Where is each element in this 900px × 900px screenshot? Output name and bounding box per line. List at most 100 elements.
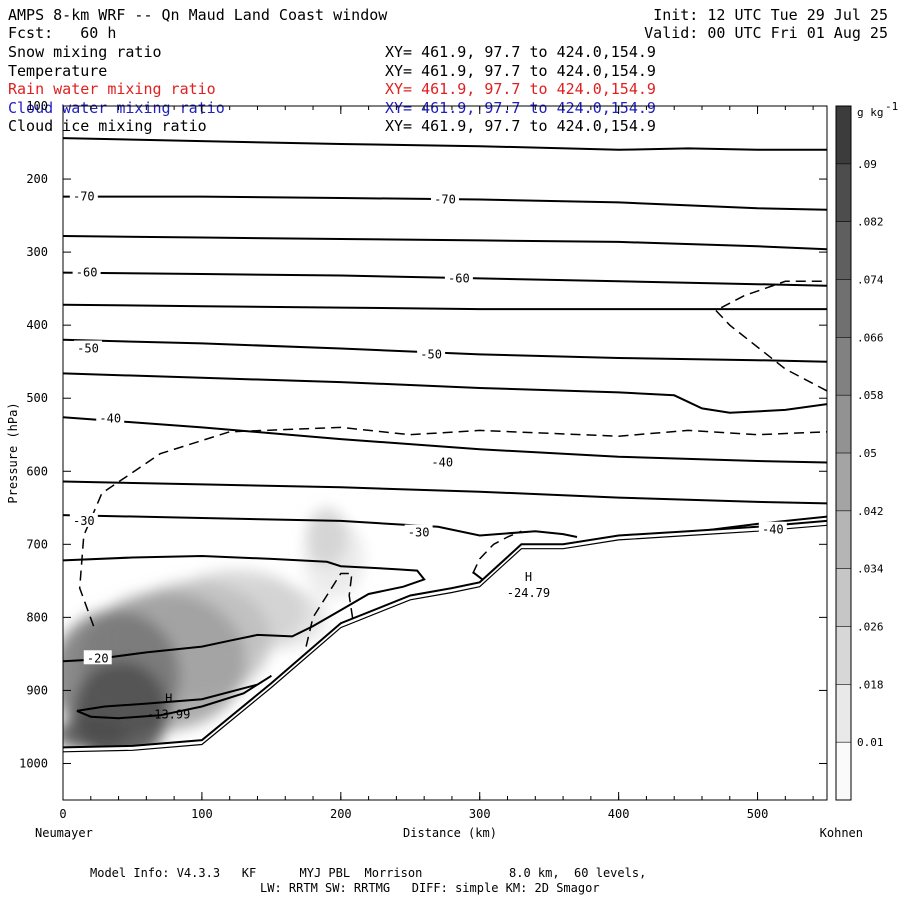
cloud-ice-contours <box>78 280 827 647</box>
isotherm-line <box>63 480 827 505</box>
field-xy-range: XY= 461.9, 97.7 to 424.0,154.9 <box>385 43 656 61</box>
contour-label: -40 <box>762 523 784 537</box>
extremum-symbol: H <box>525 570 532 584</box>
colorbar-band <box>836 684 851 743</box>
contour-label: -40 <box>431 455 453 469</box>
x-axis-label: Distance (km) <box>403 826 497 840</box>
contour-labels: -70 -70 -60 -60 -50 -50 -40 -40 -30 -30 -40 -20 H -13… <box>69 188 787 721</box>
contour-label-bg <box>428 454 457 469</box>
contour-label-bg <box>96 410 125 425</box>
isotherm-line <box>63 271 827 287</box>
isotherm-line <box>63 235 827 251</box>
colorbar-band <box>836 626 851 685</box>
contour-label: -50 <box>420 347 442 361</box>
field-xy-range: XY= 461.9, 97.7 to 424.0,154.9 <box>385 98 656 117</box>
colorbar-band <box>836 568 851 627</box>
colorbar: 0.01 .018 .026 .034 .042 .05 .058 .066 .074 .082.… <box>835 100 898 801</box>
colorbar-tick-label: .034 <box>857 563 884 576</box>
field-label: Cloud ice mixing ratio <box>8 117 207 135</box>
isotherm-line <box>63 554 426 663</box>
field-label: Cloud water mixing ratio <box>8 98 225 117</box>
y-tick-label: 300 <box>26 245 48 259</box>
y-tick-label: 200 <box>26 172 48 186</box>
colorbar-band <box>836 163 851 222</box>
colorbar-unit-exponent: -1 <box>885 100 898 113</box>
contour-label: -40 <box>99 412 121 426</box>
colorbar-tick-label: .042 <box>857 505 884 518</box>
contour-label: -20 <box>87 651 109 665</box>
extremum-value: -24.79 <box>507 586 550 600</box>
isotherm-line <box>63 137 827 151</box>
colorbar-tick-label: .09 <box>857 158 877 171</box>
axes: 0 100 200 300 400 500 100 200 300 400 500 600 700 800… <box>6 99 863 840</box>
colorbar-band <box>836 395 851 453</box>
snow-blob <box>63 718 127 751</box>
colorbar-band <box>836 453 851 511</box>
isotherm-line <box>63 195 827 211</box>
x-tick-label: 400 <box>608 807 630 821</box>
colorbar-tick-label: .05 <box>857 447 877 460</box>
x-tick-label: 300 <box>469 807 491 821</box>
terrain-line-lower <box>63 524 827 753</box>
extremum-symbol: H <box>165 691 172 705</box>
init-time: Init: 12 UTC Tue 29 Jul 25 <box>653 6 888 24</box>
x-start-label: Neumayer <box>35 826 93 840</box>
x-tick-label: 500 <box>747 807 769 821</box>
snow-mixing-ratio-field <box>63 507 365 764</box>
y-tick-label: 800 <box>26 610 48 624</box>
colorbar-tick-label: .066 <box>857 331 884 344</box>
terrain-profile <box>63 519 827 800</box>
y-tick-label: 600 <box>26 464 48 478</box>
model-info-line2: LW: RRTM SW: RRTMG DIFF: simple KM: 2D S… <box>260 881 600 895</box>
colorbar-tick-label: .074 <box>857 274 884 287</box>
colorbar-tick-label: .018 <box>857 678 884 691</box>
field-xy-range: XY= 461.9, 97.7 to 424.0,154.9 <box>385 80 656 98</box>
contour-label-bg <box>69 512 98 527</box>
contour-label-bg <box>72 264 101 279</box>
terrain-mask <box>63 520 827 800</box>
contour-label: -70 <box>434 193 456 207</box>
contour-label: -50 <box>77 342 99 356</box>
contour-label-bg <box>404 524 433 539</box>
x-tick-label: 200 <box>330 807 352 821</box>
plot-frame <box>62 105 828 801</box>
colorbar-tick-label: .026 <box>857 621 884 634</box>
plot-title: AMPS 8-km WRF -- Qn Maud Land Coast wind… <box>8 6 388 24</box>
valid-time: Valid: 00 UTC Fri 01 Aug 25 <box>644 24 888 42</box>
y-tick-label: 500 <box>26 391 48 405</box>
contour-label: -30 <box>73 514 95 528</box>
x-tick-label: 100 <box>191 807 213 821</box>
contour-label-bg <box>431 191 459 206</box>
cloud-ice-contour <box>78 426 827 627</box>
isotherm-line <box>63 303 827 311</box>
model-info-line1: Model Info: V4.3.3 KF MYJ PBL Morrison 8… <box>90 866 647 880</box>
isotherm-line <box>63 416 827 464</box>
contour-label-bg <box>758 521 787 536</box>
field-label: Snow mixing ratio <box>8 43 162 61</box>
colorbar-band <box>836 337 851 396</box>
colorbar-tick-label: 0.01 <box>857 736 884 749</box>
isotherm-line <box>63 338 827 363</box>
colorbar-tick-label: .058 <box>857 389 884 402</box>
contour-label: -30 <box>408 526 430 540</box>
contour-label-bg <box>74 340 103 355</box>
x-end-label: Kohnen <box>820 826 863 840</box>
contour-label: -60 <box>76 266 98 280</box>
cloud-ice-contour <box>305 572 356 647</box>
y-tick-label: 400 <box>26 318 48 332</box>
colorbar-band <box>836 742 851 800</box>
cloud-ice-contour <box>472 530 522 574</box>
y-tick-label: 100 <box>26 99 48 113</box>
cloud-ice-contour <box>714 280 827 392</box>
field-label: Temperature <box>8 61 108 80</box>
y-tick-label: 700 <box>26 537 48 551</box>
colorbar-band <box>836 221 851 280</box>
colorbar-band <box>836 106 851 164</box>
y-tick-label: 900 <box>26 683 48 697</box>
isotherm-line <box>63 372 827 414</box>
y-axis-label: Pressure (hPa) <box>6 402 20 503</box>
isotherm-line <box>63 514 578 538</box>
snow-blob <box>306 507 348 567</box>
